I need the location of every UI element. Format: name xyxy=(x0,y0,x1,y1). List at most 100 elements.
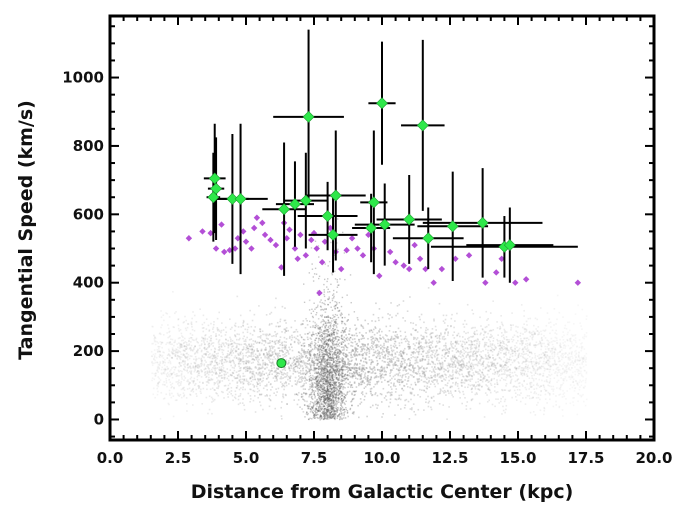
background-star xyxy=(311,360,313,363)
background-star xyxy=(264,363,266,366)
background-star xyxy=(306,362,308,365)
background-star xyxy=(223,373,226,376)
background-star xyxy=(195,365,197,368)
background-star xyxy=(569,384,572,386)
background-star xyxy=(251,351,253,354)
background-star xyxy=(264,349,266,351)
background-star xyxy=(444,368,446,371)
background-star xyxy=(297,351,300,353)
background-star xyxy=(543,380,546,383)
background-star xyxy=(157,346,160,348)
background-star xyxy=(306,352,309,354)
background-star xyxy=(558,344,561,347)
background-star xyxy=(485,379,488,381)
background-star xyxy=(379,370,381,373)
background-star xyxy=(320,366,322,369)
background-star xyxy=(186,366,189,369)
background-star xyxy=(475,345,478,347)
background-star xyxy=(426,367,428,369)
background-star xyxy=(550,326,552,328)
background-star xyxy=(229,361,232,363)
background-star xyxy=(306,357,309,359)
background-star xyxy=(540,337,543,340)
background-star xyxy=(513,371,516,374)
background-star xyxy=(249,371,251,374)
background-star xyxy=(197,349,199,352)
background-star xyxy=(262,353,265,356)
background-star xyxy=(160,372,163,374)
background-star xyxy=(429,341,431,344)
background-star xyxy=(395,368,398,370)
background-star xyxy=(502,405,504,408)
background-star xyxy=(295,337,297,340)
background-star xyxy=(195,395,198,397)
background-star xyxy=(157,364,160,366)
background-star xyxy=(364,345,366,347)
background-star xyxy=(539,342,542,345)
background-star xyxy=(196,371,198,374)
background-star xyxy=(266,354,268,356)
background-star xyxy=(272,353,274,356)
background-star xyxy=(188,343,191,345)
background-star xyxy=(423,337,425,339)
background-star xyxy=(291,336,294,339)
background-star xyxy=(389,372,391,375)
background-star xyxy=(545,351,547,354)
background-star xyxy=(296,360,298,363)
background-star xyxy=(390,344,392,347)
background-star xyxy=(190,376,193,379)
background-star xyxy=(360,370,363,372)
background-star xyxy=(167,324,169,326)
background-star xyxy=(241,381,244,383)
background-star xyxy=(486,363,489,366)
background-star xyxy=(284,346,287,348)
background-star xyxy=(419,359,422,362)
background-star xyxy=(450,358,452,361)
background-star xyxy=(218,368,220,371)
background-star xyxy=(444,349,447,351)
background-star xyxy=(226,371,229,374)
background-star xyxy=(345,366,348,369)
background-star xyxy=(402,353,405,355)
background-star xyxy=(421,346,424,348)
background-star xyxy=(349,363,352,365)
background-star xyxy=(397,327,400,330)
background-star xyxy=(455,342,458,345)
background-star xyxy=(275,373,278,376)
background-star xyxy=(286,372,289,374)
background-star xyxy=(323,371,326,374)
background-star xyxy=(340,368,343,371)
background-star xyxy=(468,336,470,339)
background-star xyxy=(460,379,463,382)
background-star xyxy=(225,373,227,376)
background-star xyxy=(517,353,520,356)
background-star xyxy=(283,346,286,349)
background-star xyxy=(525,329,528,331)
background-star xyxy=(167,336,169,339)
background-star xyxy=(374,350,377,353)
background-star xyxy=(436,342,439,344)
background-star xyxy=(344,377,347,380)
background-star xyxy=(370,368,373,370)
background-star xyxy=(160,373,163,376)
background-star xyxy=(348,369,351,371)
background-star xyxy=(576,363,578,366)
background-star xyxy=(221,348,223,351)
background-star xyxy=(543,407,546,410)
background-star xyxy=(373,377,376,379)
background-star xyxy=(361,381,364,384)
background-star xyxy=(497,375,500,377)
background-star xyxy=(469,384,472,387)
background-star xyxy=(517,336,520,338)
background-star xyxy=(293,341,296,344)
background-star xyxy=(308,368,311,371)
background-star xyxy=(382,387,385,390)
background-star xyxy=(203,353,205,355)
background-star xyxy=(485,344,488,346)
background-star xyxy=(462,323,465,326)
background-star xyxy=(404,379,406,381)
background-star xyxy=(362,335,365,337)
background-star xyxy=(572,381,574,383)
background-star xyxy=(434,371,436,374)
background-star xyxy=(238,338,240,341)
